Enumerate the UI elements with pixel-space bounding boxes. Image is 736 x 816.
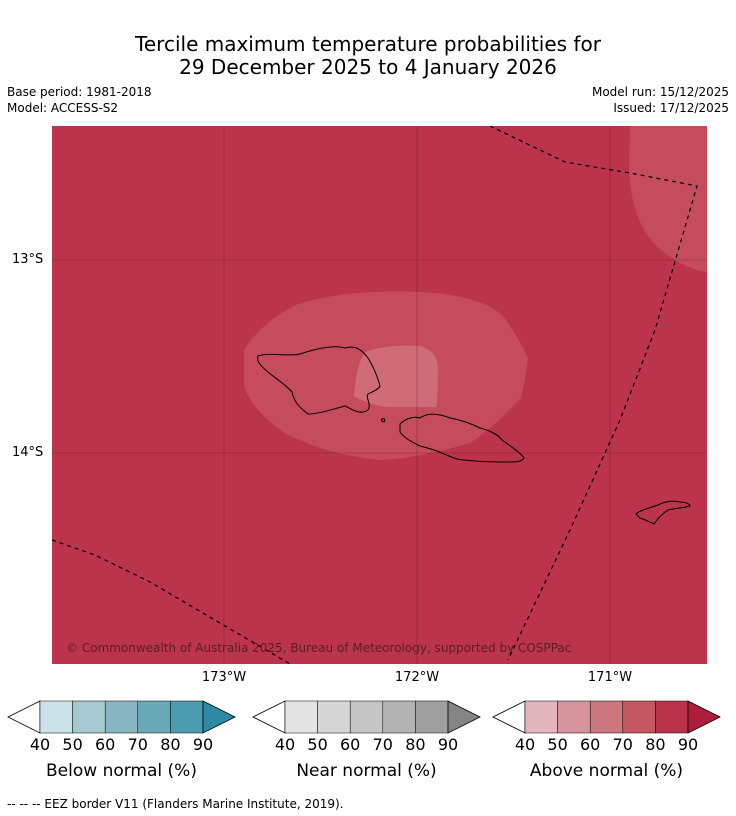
model-run: Model run: 15/12/2025 [591, 85, 729, 99]
colorbar-0-segment-3 [137, 700, 171, 734]
chart-title-line1: Tercile maximum temperature probabilitie… [135, 32, 601, 56]
colorbar-1-tick: 70 [372, 735, 393, 754]
colorbar-0-min-arrow [7, 700, 41, 734]
colorbar-1-tick: 50 [307, 735, 328, 754]
colorbar-0-segment-2 [104, 700, 139, 734]
colorbar-0-segment-4 [170, 700, 204, 734]
colorbar-1-segment-2 [349, 700, 384, 734]
contour-above-70-northeast [629, 126, 707, 272]
colorbar-1-segment-1 [317, 700, 351, 734]
colorbar-1-tick: 90 [437, 735, 459, 754]
colorbar-0-label: Below normal (%) [46, 761, 197, 781]
colorbar-0-tick: 90 [192, 735, 214, 754]
colorbar-1-max-arrow [447, 700, 481, 734]
colorbar-2-tick: 70 [612, 735, 633, 754]
colorbars [7, 700, 721, 734]
colorbar-2-segment-2 [589, 700, 624, 734]
colorbar-2-min-arrow [492, 700, 526, 734]
colorbar-1 [252, 700, 481, 734]
coastline [257, 346, 691, 525]
colorbar-0-max-arrow [202, 700, 236, 734]
contour-above-60-samoa [354, 345, 438, 407]
base-period: Base period: 1981-2018 [7, 85, 152, 99]
tutuila-island [635, 500, 691, 525]
colorbar-1-segment-4 [415, 700, 449, 734]
colorbar-1-tick: 40 [274, 735, 296, 754]
y-tick-13s: 13°S [12, 252, 44, 267]
colorbar-2-tick: 50 [547, 735, 568, 754]
colorbar-2-label: Above normal (%) [529, 761, 684, 781]
chart-title-line2: 29 December 2025 to 4 January 2026 [179, 55, 557, 79]
y-tick-14s: 14°S [12, 445, 44, 460]
x-tick-173w: 173°W [201, 670, 247, 685]
colorbar-2-tick: 80 [645, 735, 666, 754]
colorbar-0-tick: 60 [95, 735, 116, 754]
colorbar-2-max-arrow [687, 700, 721, 734]
x-tick-171w: 171°W [587, 670, 633, 685]
colorbar-0 [7, 700, 236, 734]
issued-date: Issued: 17/12/2025 [613, 101, 729, 115]
colorbar-1-min-arrow [252, 700, 286, 734]
probability-map [52, 126, 707, 664]
colorbar-2-tick: 90 [677, 735, 699, 754]
x-tick-172w: 172°W [394, 670, 440, 685]
colorbar-0-tick: 50 [62, 735, 83, 754]
colorbar-1-tick: 80 [405, 735, 426, 754]
colorbar-0-segment-1 [72, 700, 106, 734]
eez-border [52, 126, 698, 664]
colorbar-0-tick: 40 [29, 735, 51, 754]
colorbar-2-segment-0 [524, 700, 558, 734]
model-name: Model: ACCESS-S2 [7, 101, 119, 115]
colorbar-1-segment-0 [284, 700, 318, 734]
copyright-text: © Commonwealth of Australia 2025, Bureau… [66, 641, 572, 655]
colorbar-2-segment-1 [557, 700, 591, 734]
colorbar-2-segment-4 [655, 700, 689, 734]
colorbar-2-segment-3 [622, 700, 656, 734]
colorbar-1-tick: 60 [340, 735, 361, 754]
colorbar-2-tick: 60 [580, 735, 601, 754]
manono-islet [381, 418, 386, 423]
colorbar-2 [492, 700, 721, 734]
colorbar-0-segment-0 [39, 700, 73, 734]
colorbar-1-label: Near normal (%) [296, 761, 437, 781]
savaii-island [257, 346, 381, 415]
upolu-island [399, 413, 525, 463]
colorbar-0-tick: 70 [127, 735, 148, 754]
graticule [52, 126, 707, 664]
colorbar-0-tick: 80 [160, 735, 181, 754]
eez-footnote: -- -- -- EEZ border V11 (Flanders Marine… [7, 797, 344, 811]
colorbar-2-tick: 40 [514, 735, 536, 754]
colorbar-1-segment-3 [382, 700, 416, 734]
